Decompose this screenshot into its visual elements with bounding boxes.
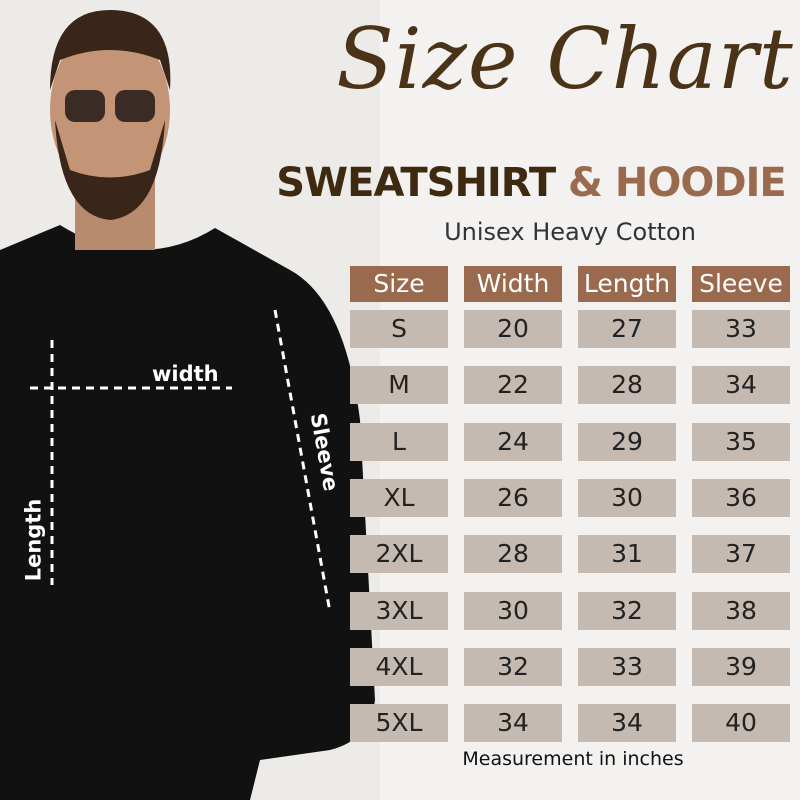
column-header: Sleeve xyxy=(692,266,790,302)
subtitle-part1: SWEATSHIRT xyxy=(276,160,556,206)
table-cell: L xyxy=(350,422,448,461)
table-cell: 3XL xyxy=(350,591,448,630)
table-cell: 30 xyxy=(578,478,676,517)
table-cell: 2XL xyxy=(350,535,448,574)
table-cell: 30 xyxy=(464,591,562,630)
table-cell: 37 xyxy=(692,535,790,574)
table-cell: 26 xyxy=(464,478,562,517)
table-cell: 27 xyxy=(578,310,676,348)
table-cell: 34 xyxy=(578,704,676,743)
column-header: Size xyxy=(350,266,448,302)
column-header: Length xyxy=(578,266,676,302)
column-header: Width xyxy=(464,266,562,302)
table-cell: M xyxy=(350,366,448,405)
footer-note: Measurement in inches xyxy=(462,748,684,770)
subtitle: SWEATSHIRT & HOODIE xyxy=(262,160,800,206)
table-cell: 31 xyxy=(578,535,676,574)
table-cell: 34 xyxy=(692,366,790,405)
table-cell: 36 xyxy=(692,478,790,517)
table-cell: 5XL xyxy=(350,704,448,743)
table-cell: 33 xyxy=(578,647,676,686)
table-cell: 34 xyxy=(464,704,562,743)
model-photo xyxy=(0,0,380,800)
table-cell: 33 xyxy=(692,310,790,348)
table-cell: 35 xyxy=(692,422,790,461)
table-cell: 24 xyxy=(464,422,562,461)
table-cell: S xyxy=(350,310,448,348)
table-cell: 28 xyxy=(464,535,562,574)
table-cell: 22 xyxy=(464,366,562,405)
table-cell: 28 xyxy=(578,366,676,405)
page-title: Size Chart xyxy=(336,10,794,108)
table-cell: 32 xyxy=(464,647,562,686)
table-cell: XL xyxy=(350,478,448,517)
length-label: Length xyxy=(21,498,46,582)
subtitle-part2: & HOODIE xyxy=(568,160,787,206)
table-cell: 29 xyxy=(578,422,676,461)
table-cell: 40 xyxy=(692,704,790,743)
table-cell: 32 xyxy=(578,591,676,630)
table-cell: 38 xyxy=(692,591,790,630)
table-cell: 4XL xyxy=(350,647,448,686)
tagline: Unisex Heavy Cotton xyxy=(444,218,696,246)
table-cell: 39 xyxy=(692,647,790,686)
width-label: width xyxy=(152,362,219,386)
table-cell: 20 xyxy=(464,310,562,348)
